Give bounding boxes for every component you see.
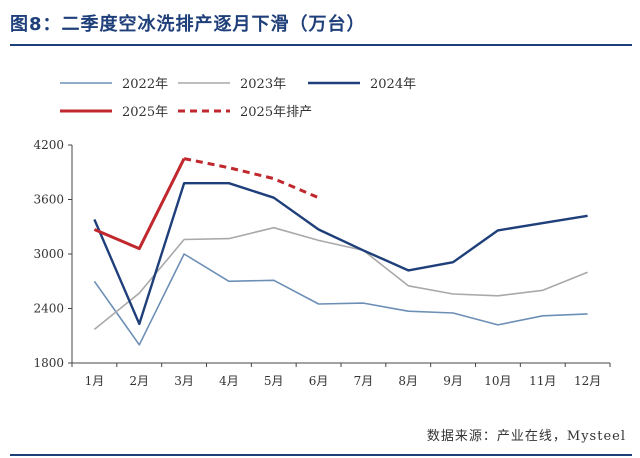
legend-label-3: 2025年: [122, 105, 168, 120]
chart-title: 图8：二季度空冰洗排产逐月下滑（万台）: [10, 14, 366, 35]
bottom-divider: [10, 454, 632, 456]
y-tick-label: 3600: [33, 193, 64, 207]
series-line-3: [93, 157, 186, 251]
y-tick-label: 2400: [33, 302, 64, 316]
legend-label-1: 2023年: [240, 77, 286, 92]
y-tick-label: 1800: [33, 356, 64, 370]
x-tick-label: 10月: [484, 374, 511, 388]
x-tick-label: 8月: [398, 374, 418, 388]
series-line-1: [93, 226, 588, 331]
y-tick-label: 3000: [33, 247, 64, 261]
x-tick-label: 1月: [85, 374, 105, 388]
x-tick-label: 12月: [574, 374, 601, 388]
y-tick-label: 4200: [33, 138, 64, 152]
x-tick-label: 9月: [443, 374, 463, 388]
series-line-2: [93, 181, 588, 326]
legend-label-4: 2025年排产: [240, 105, 312, 120]
x-tick-label: 7月: [354, 374, 374, 388]
x-tick-label: 2月: [129, 374, 149, 388]
series-line-4: [183, 157, 320, 200]
legend-label-0: 2022年: [122, 77, 168, 92]
x-tick-label: 6月: [309, 374, 329, 388]
x-tick-label: 11月: [529, 374, 556, 388]
series-line-0: [93, 253, 588, 346]
title-divider: [10, 44, 632, 46]
x-tick-label: 3月: [174, 374, 194, 388]
x-tick-label: 5月: [264, 374, 284, 388]
legend-label-2: 2024年: [370, 77, 416, 92]
source-note: 数据来源：产业在线，Mysteel: [426, 429, 626, 444]
x-tick-label: 4月: [219, 374, 239, 388]
